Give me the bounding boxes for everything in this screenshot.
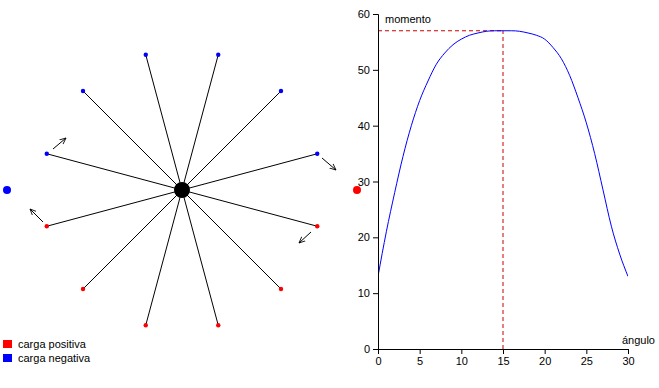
- y-tick: 0: [364, 343, 378, 355]
- y-tick-mark: [373, 70, 378, 71]
- y-tick-mark: [373, 237, 378, 238]
- x-tick: 20: [539, 349, 551, 367]
- spoke: [182, 154, 317, 190]
- force-arrow: [30, 209, 43, 222]
- spoke: [182, 190, 218, 325]
- y-tick-label: 40: [358, 120, 370, 132]
- y-tick-mark: [373, 293, 378, 294]
- y-tick-label: 30: [358, 176, 370, 188]
- x-tick-mark: [503, 349, 504, 354]
- y-tick-mark: [373, 349, 378, 350]
- y-tick-mark: [373, 182, 378, 183]
- charge: [315, 152, 319, 156]
- y-tick: 30: [358, 176, 378, 188]
- x-axis-line: [379, 350, 629, 355]
- charge: [144, 323, 148, 327]
- x-axis: 0 5 10 15 20 25 30: [375, 349, 634, 367]
- x-tick-mark: [461, 349, 462, 354]
- legend: carga positiva carga negativa: [3, 338, 91, 364]
- data-line: [378, 31, 628, 277]
- reference-line-x: [503, 31, 504, 349]
- x-axis-title: ángulo: [622, 334, 655, 346]
- x-tick: 5: [417, 349, 423, 367]
- spoke: [47, 190, 182, 226]
- x-tick: 0: [375, 349, 381, 367]
- x-tick-mark: [628, 349, 629, 354]
- y-tick: 50: [358, 64, 378, 76]
- y-axis: 0 10 20 30 40 50 60: [358, 8, 379, 355]
- x-tick-label: 0: [375, 355, 381, 367]
- x-tick: 30: [622, 349, 634, 367]
- y-tick-label: 50: [358, 64, 370, 76]
- y-tick: 10: [358, 287, 378, 299]
- charge: [315, 224, 319, 228]
- y-axis-line: [373, 15, 379, 350]
- charge: [216, 323, 220, 327]
- x-tick-label: 10: [456, 355, 468, 367]
- wheel-diagram: [3, 53, 361, 328]
- charge: [144, 53, 148, 57]
- spoke: [182, 190, 281, 289]
- plot-area: [378, 31, 628, 349]
- y-axis-title: momento: [385, 13, 431, 25]
- charge: [81, 287, 85, 291]
- charge: [279, 287, 283, 291]
- spoke: [146, 55, 182, 190]
- x-tick-mark: [586, 349, 587, 354]
- spoke: [47, 154, 182, 190]
- legend-swatch: [3, 354, 12, 362]
- x-tick-mark: [545, 349, 546, 354]
- charge: [45, 152, 49, 156]
- y-tick-label: 10: [358, 287, 370, 299]
- x-tick-label: 15: [497, 355, 509, 367]
- charge: [216, 53, 220, 57]
- y-tick-label: 20: [358, 231, 370, 243]
- spoke: [83, 91, 182, 190]
- y-tick: 40: [358, 120, 378, 132]
- charge: [45, 224, 49, 228]
- x-tick: 15: [497, 349, 509, 367]
- y-tick: 60: [358, 8, 378, 20]
- y-tick-label: 0: [364, 343, 370, 355]
- charge: [81, 89, 85, 93]
- x-tick-mark: [420, 349, 421, 354]
- reference-line-y: [378, 30, 503, 31]
- force-arrow: [322, 158, 336, 170]
- legend-label: carga negativa: [18, 352, 91, 364]
- canvas: carga positiva carga negativa 0 5 10 15 20 25 30…: [0, 0, 659, 388]
- x-tick: 10: [456, 349, 468, 367]
- y-tick: 20: [358, 231, 378, 243]
- legend-swatch: [3, 340, 12, 348]
- y-tick-mark: [373, 126, 378, 127]
- y-tick-label: 60: [358, 8, 370, 20]
- force-arrow: [53, 138, 66, 149]
- spoke: [182, 55, 218, 190]
- x-tick: 25: [581, 349, 593, 367]
- x-tick-label: 30: [622, 355, 634, 367]
- x-tick-label: 5: [417, 355, 423, 367]
- force-arrow: [299, 232, 311, 243]
- spoke: [83, 190, 182, 289]
- y-tick-mark: [373, 14, 378, 15]
- fixed-charge: [3, 186, 11, 194]
- x-tick-label: 20: [539, 355, 551, 367]
- x-tick-label: 25: [581, 355, 593, 367]
- spoke: [182, 190, 317, 226]
- charge: [279, 89, 283, 93]
- hub: [174, 182, 190, 198]
- legend-label: carga positiva: [18, 338, 87, 350]
- spoke: [146, 190, 182, 325]
- spoke: [182, 91, 281, 190]
